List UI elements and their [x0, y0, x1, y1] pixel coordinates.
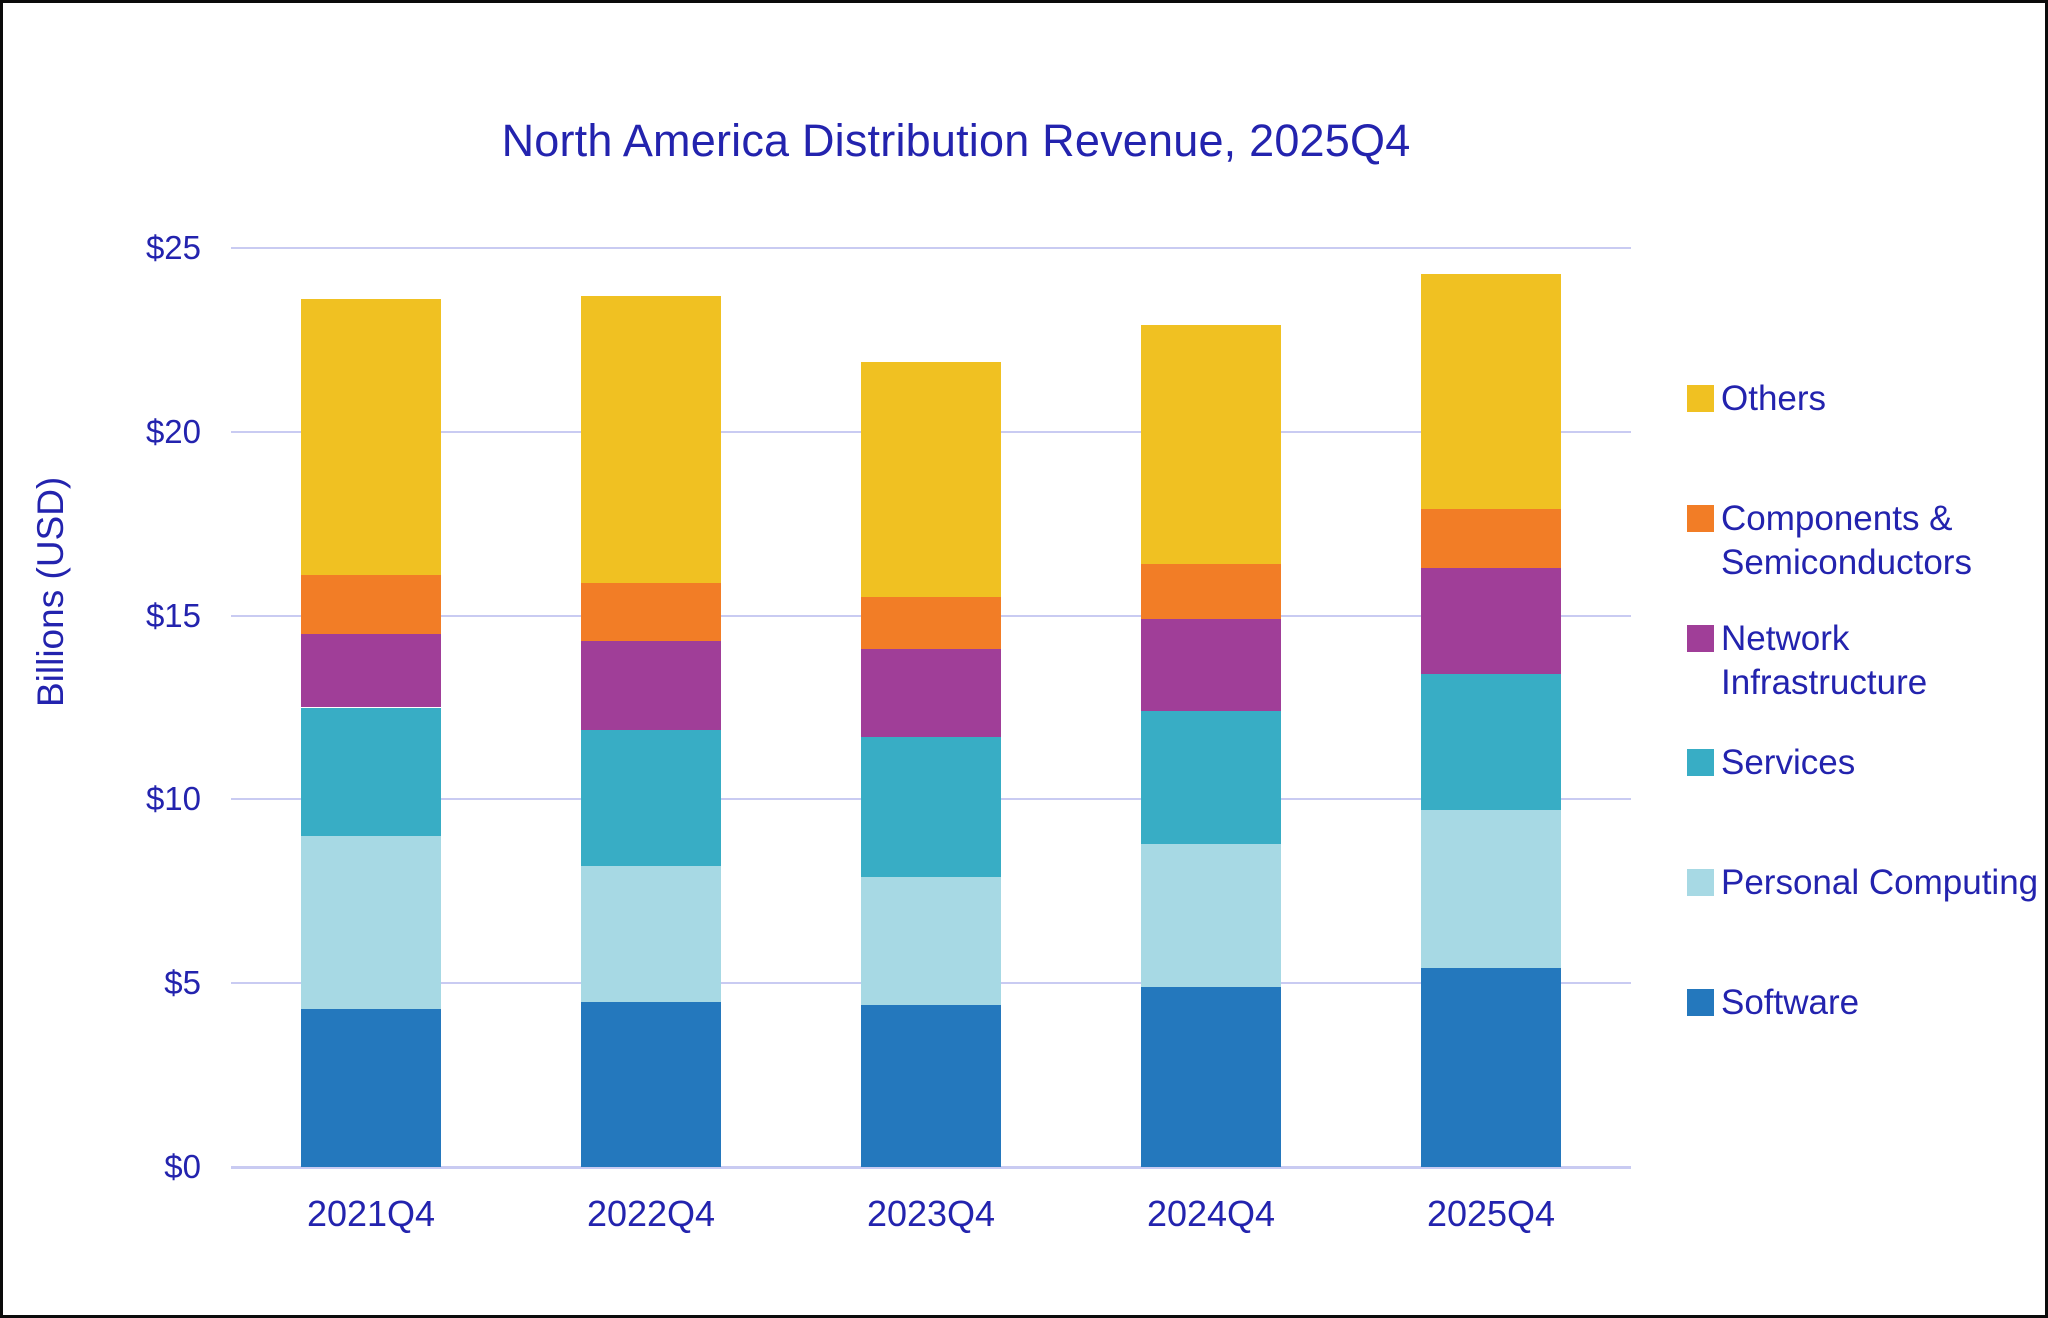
legend-swatch-icon [1687, 869, 1714, 896]
bar-segment [581, 582, 721, 642]
legend-label: Personal Computing [1721, 863, 2039, 902]
bar-segment [301, 633, 441, 708]
x-axis-label: 2021Q4 [306, 1193, 436, 1234]
bar-segment [301, 575, 441, 634]
y-tick-label: $5 [164, 964, 201, 1002]
y-tick-label: $0 [164, 1148, 201, 1185]
legend-label: Components & Semiconductors [1721, 499, 1972, 582]
bar-segment [581, 295, 721, 583]
bar-segment [581, 865, 721, 1002]
gridline-0 [231, 1166, 1631, 1169]
legend-item: Components & Semiconductors [1687, 497, 2043, 585]
bar-segment [1421, 273, 1561, 509]
legend-swatch-icon [1687, 749, 1714, 776]
bar-segment [301, 1008, 441, 1167]
y-tick-label: $25 [145, 229, 201, 266]
bar-segment [861, 736, 1001, 877]
legend-label: Software [1721, 983, 1860, 1022]
bar-segment [581, 641, 721, 730]
y-tick-label: $15 [145, 596, 201, 634]
legend-swatch-icon [1687, 505, 1714, 532]
legend-item: Services [1687, 741, 1855, 785]
bar-segment [301, 299, 441, 576]
bar-segment [861, 876, 1001, 1006]
bar-segment [861, 361, 1001, 598]
bar-segment [1421, 674, 1561, 811]
legend-label: Others [1721, 379, 1827, 418]
x-axis-label: 2023Q4 [866, 1193, 996, 1234]
bar-segment [861, 597, 1001, 649]
legend-swatch-icon [1687, 989, 1714, 1016]
bar-segment [1141, 986, 1281, 1167]
bar-segment [1421, 567, 1561, 675]
bar-segment [861, 1005, 1001, 1167]
legend-item: Others [1687, 377, 1826, 421]
legend-label: Services [1721, 743, 1856, 782]
legend-item: Personal Computing [1687, 861, 2038, 905]
bar-segment [301, 836, 441, 1009]
gridline-25 [231, 247, 1631, 249]
bar-segment [581, 729, 721, 866]
y-tick-label: $10 [145, 780, 201, 818]
bar-segment [1421, 508, 1561, 568]
bar-segment [1421, 968, 1561, 1167]
legend-swatch-icon [1687, 385, 1714, 412]
legend-item: Network Infrastructure [1687, 617, 2043, 705]
bar-segment [861, 648, 1001, 737]
bar-segment [1421, 810, 1561, 969]
bar-segment [1141, 843, 1281, 987]
bar-segment [1141, 564, 1281, 620]
x-axis-label: 2024Q4 [1146, 1193, 1276, 1234]
bar-segment [1141, 325, 1281, 565]
legend-label: Network Infrastructure [1721, 619, 1928, 702]
y-tick-label: $20 [145, 412, 201, 450]
x-axis-label: 2022Q4 [586, 1193, 716, 1234]
chart-title: North America Distribution Revenue, 2025… [501, 115, 1411, 166]
bar-segment [301, 707, 441, 837]
legend-item: Software [1687, 981, 1859, 1025]
bar-segment [1141, 711, 1281, 844]
bar-segment [1141, 619, 1281, 712]
bar-segment [581, 1001, 721, 1167]
x-axis-label: 2025Q4 [1426, 1193, 1556, 1234]
legend-swatch-icon [1687, 625, 1714, 652]
